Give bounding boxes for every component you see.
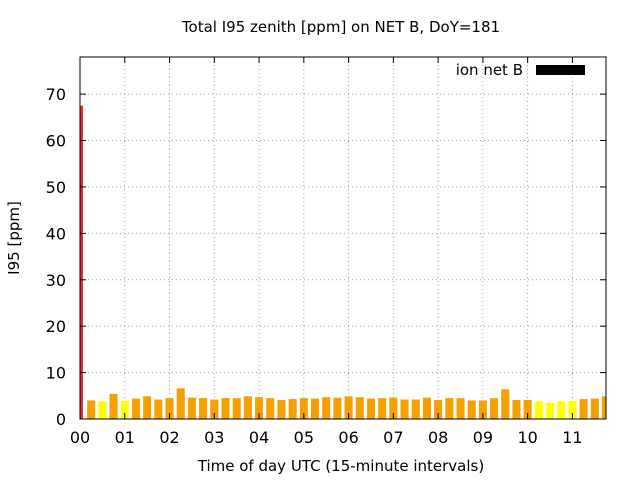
x-tick-label: 00 xyxy=(70,428,90,447)
bar xyxy=(534,401,543,419)
x-tick-label: 09 xyxy=(473,428,493,447)
bar xyxy=(210,399,219,419)
bar xyxy=(143,396,152,419)
bar xyxy=(546,402,555,419)
bar xyxy=(467,400,476,419)
bar xyxy=(266,398,275,419)
bar xyxy=(322,397,331,419)
bar xyxy=(478,400,487,419)
bar xyxy=(590,398,599,419)
y-tick-label: 20 xyxy=(46,317,66,336)
bar xyxy=(333,397,342,419)
bar xyxy=(456,398,465,419)
bar xyxy=(87,400,96,419)
bar xyxy=(579,399,588,419)
bar xyxy=(389,397,398,419)
bar xyxy=(232,398,241,419)
bar xyxy=(501,389,510,419)
bar xyxy=(277,399,286,419)
bars xyxy=(80,105,606,419)
plot-frame xyxy=(79,56,607,420)
bar xyxy=(243,396,252,419)
bar xyxy=(120,400,129,419)
bar xyxy=(165,398,174,419)
bar xyxy=(98,401,107,419)
bar xyxy=(411,399,420,419)
bar xyxy=(255,397,264,419)
bar xyxy=(434,399,443,419)
bar xyxy=(187,397,196,419)
y-tick-label: 30 xyxy=(46,271,66,290)
bar xyxy=(221,398,230,419)
bar xyxy=(199,398,208,419)
y-tick-label: 40 xyxy=(46,224,66,243)
y-tick-label: 70 xyxy=(46,85,66,104)
x-tick-label: 04 xyxy=(249,428,269,447)
bar xyxy=(176,388,185,419)
bar xyxy=(80,105,83,419)
x-tick-label: 02 xyxy=(159,428,179,447)
y-tick-label: 0 xyxy=(56,410,66,429)
chart-title: Total I95 zenith [ppm] on NET B, DoY=181 xyxy=(181,18,500,36)
bar xyxy=(601,396,606,419)
bar xyxy=(366,398,376,419)
bar xyxy=(299,398,308,419)
y-tick-label: 10 xyxy=(46,364,66,383)
legend-swatch xyxy=(536,65,585,75)
bar xyxy=(131,398,140,419)
bar xyxy=(422,397,431,419)
bar xyxy=(288,399,297,419)
bar xyxy=(568,400,577,419)
x-axis-label: Time of day UTC (15-minute intervals) xyxy=(197,457,484,475)
bar xyxy=(355,397,364,419)
x-tick-label: 01 xyxy=(115,428,135,447)
x-tick-label: 03 xyxy=(204,428,224,447)
x-tick-label: 10 xyxy=(517,428,537,447)
bar xyxy=(154,399,163,419)
y-axis-label: I95 [ppm] xyxy=(5,201,23,275)
bar xyxy=(344,396,353,419)
y-tick-label: 50 xyxy=(46,178,66,197)
bar xyxy=(378,398,387,419)
bar xyxy=(512,399,521,419)
bar xyxy=(557,401,566,419)
bar xyxy=(310,398,320,419)
x-tick-label: 11 xyxy=(562,428,582,447)
ticks: 0 10 20 30 40 50 60 70 00 01 02 03 04 05 06 07 08 09 10 11 xyxy=(46,57,606,447)
x-tick-label: 05 xyxy=(294,428,314,447)
grid xyxy=(80,57,606,419)
bar xyxy=(445,398,454,419)
y-tick-label: 60 xyxy=(46,132,66,151)
x-tick-label: 08 xyxy=(428,428,448,447)
bar xyxy=(523,399,532,419)
x-tick-label: 06 xyxy=(338,428,358,447)
bar xyxy=(109,393,118,419)
bar xyxy=(490,398,499,419)
legend-label: ion net B xyxy=(456,61,523,79)
legend: ion net B xyxy=(456,61,585,79)
bar xyxy=(400,399,409,419)
x-tick-label: 07 xyxy=(383,428,403,447)
